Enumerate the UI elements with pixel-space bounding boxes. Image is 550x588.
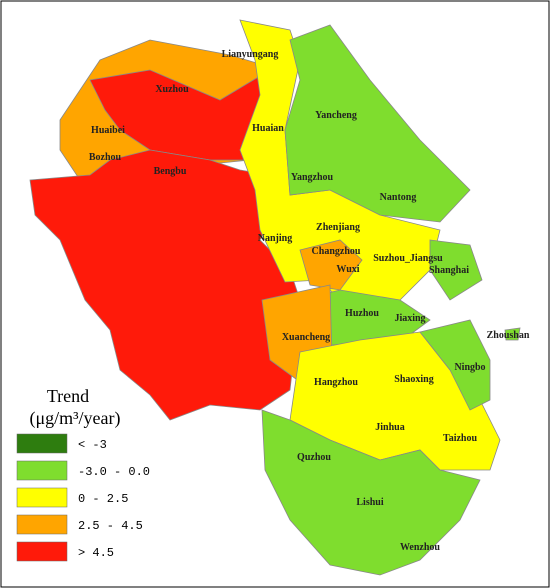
- city-label: Nantong: [380, 192, 417, 203]
- legend-label: > 4.5: [78, 546, 114, 560]
- region: [261, 409, 481, 576]
- legend-swatch: [16, 487, 68, 508]
- city-label: Changzhou: [312, 246, 361, 257]
- city-label: Jiaxing: [394, 313, 425, 324]
- city-label: Zhoushan: [487, 330, 530, 341]
- city-label: Shaoxing: [394, 374, 433, 385]
- city-label: Shanghai: [429, 265, 469, 276]
- city-label: Yangzhou: [291, 172, 334, 183]
- legend-swatch: [16, 514, 68, 535]
- city-label: Wuxi: [336, 264, 359, 275]
- city-label: Suzhou_Jiangsu: [373, 253, 443, 264]
- legend-title: Trend: [47, 386, 89, 406]
- city-label: Yancheng: [315, 110, 357, 121]
- region: [284, 24, 471, 223]
- city-label: Huaian: [252, 123, 284, 134]
- legend-label: < -3: [78, 438, 107, 452]
- region: [504, 327, 521, 341]
- city-label: Quzhou: [297, 452, 331, 463]
- city-label: Huzhou: [345, 308, 379, 319]
- city-labels: Lianyungang Xuzhou Huaibei Bozhou Bengbu…: [89, 49, 530, 553]
- city-label: Xuancheng: [282, 332, 330, 343]
- city-label: Taizhou: [443, 433, 478, 444]
- regions: [29, 19, 521, 576]
- region: [299, 239, 363, 291]
- city-label: Lishui: [356, 497, 383, 508]
- city-label: Wenzhou: [400, 542, 440, 553]
- legend-label: 2.5 - 4.5: [78, 519, 143, 533]
- legend-swatch: [16, 460, 68, 481]
- city-label: Hangzhou: [314, 377, 358, 388]
- legend: Trend (μg/m³/year) < -3 -3.0 - 0.0 0 - 2.5…: [16, 386, 150, 562]
- city-label: Lianyungang: [222, 49, 279, 60]
- legend-swatch: [16, 541, 68, 562]
- legend-label: 0 - 2.5: [78, 492, 128, 506]
- city-label: Bozhou: [89, 152, 122, 163]
- city-label: Zhenjiang: [316, 222, 360, 233]
- legend-unit: (μg/m³/year): [29, 408, 120, 429]
- city-label: Nanjing: [258, 233, 292, 244]
- legend-label: -3.0 - 0.0: [78, 465, 150, 479]
- city-label: Huaibei: [91, 125, 125, 136]
- city-label: Xuzhou: [155, 84, 189, 95]
- region: [429, 239, 483, 301]
- region: [419, 319, 491, 411]
- city-label: Jinhua: [375, 422, 404, 433]
- city-label: Bengbu: [154, 166, 187, 177]
- city-label: Ningbo: [454, 362, 485, 373]
- legend-swatch: [16, 433, 68, 454]
